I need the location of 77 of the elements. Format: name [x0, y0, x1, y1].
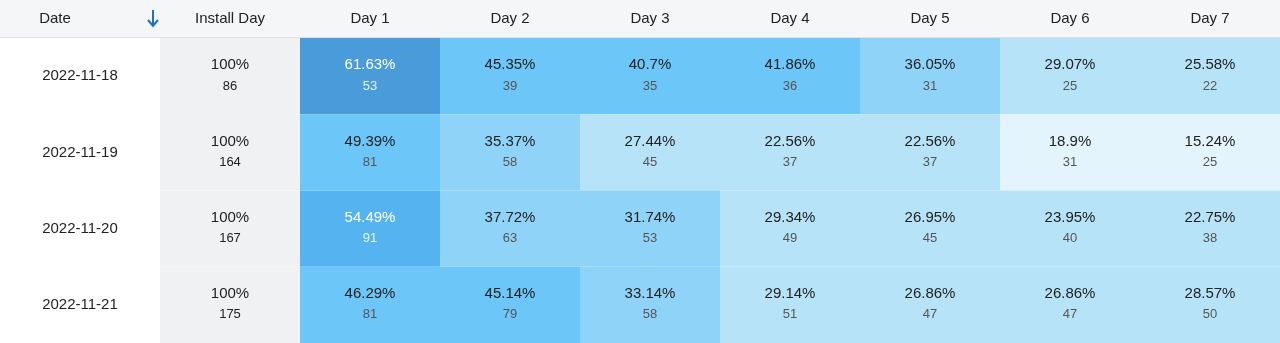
data-label: 100%: [210, 55, 250, 73]
data-label: 23.95%: [1044, 207, 1096, 225]
annotation: 53: [642, 230, 658, 246]
annotation: 45: [642, 153, 658, 169]
annotation: 31: [1062, 153, 1078, 169]
data-label: 49.39%: [344, 131, 396, 149]
data-label: 29.34%: [764, 207, 816, 225]
annotation: 38: [1202, 230, 1218, 246]
data-label: 37.72%: [484, 207, 536, 225]
data-label: 100%: [210, 207, 250, 225]
x-tick-label: Day 4: [770, 9, 810, 27]
annotation: 79: [502, 306, 518, 322]
x-tick-label: Day 2: [490, 9, 530, 27]
data-label: 29.14%: [764, 284, 816, 302]
data-label: 31.74%: [624, 207, 676, 225]
x-tick-label: Day 3: [630, 9, 670, 27]
annotation: 45: [922, 230, 938, 246]
data-label: 26.86%: [1044, 284, 1096, 302]
annotation: 51: [782, 306, 798, 322]
data-label: 33.14%: [624, 284, 676, 302]
data-label: 40.7%: [628, 55, 672, 73]
data-label: 46.29%: [344, 284, 396, 302]
y-tick-label: 2022-11-18: [42, 66, 118, 84]
data-label: 54.49%: [344, 207, 396, 225]
data-label: 26.95%: [904, 207, 956, 225]
annotation: 58: [502, 153, 518, 169]
y-tick-label: 2022-11-21: [42, 295, 118, 313]
x-tick-label: Day 7: [1190, 9, 1230, 27]
annotation: 36: [782, 77, 798, 93]
x-tick-label: Day 1: [350, 9, 390, 27]
annotation: 35: [642, 77, 658, 93]
x-tick-label: Day 5: [910, 9, 950, 27]
annotation: 39: [502, 77, 518, 93]
annotation: 81: [362, 306, 378, 322]
annotation: 81: [362, 153, 378, 169]
data-label: 26.86%: [904, 284, 956, 302]
annotation: 37: [782, 153, 798, 169]
data-label: 22.75%: [1184, 207, 1236, 225]
annotation: 31: [922, 77, 938, 93]
annotation: 25: [1202, 153, 1218, 169]
annotation: 49: [782, 230, 798, 246]
annotation: 63: [502, 230, 518, 246]
data-label: 28.57%: [1184, 284, 1236, 302]
annotation: 22: [1202, 77, 1218, 93]
data-label: 100%: [210, 131, 250, 149]
data-label: 45.35%: [484, 55, 536, 73]
annotation: 58: [642, 306, 658, 322]
y-tick-label: 2022-11-20: [42, 218, 118, 236]
data-label: 61.63%: [344, 55, 396, 73]
annotation: 37: [922, 153, 938, 169]
x-tick-label: Install Day: [194, 9, 266, 27]
data-label: 15.24%: [1184, 131, 1236, 149]
annotation: 47: [1062, 306, 1078, 322]
annotation: 47: [922, 306, 938, 322]
annotation: 86: [222, 77, 238, 93]
x-tick-label: Day 6: [1050, 9, 1090, 27]
annotation: 53: [362, 77, 378, 93]
data-label: 45.14%: [484, 284, 536, 302]
data-label: 18.9%: [1048, 131, 1092, 149]
data-label: 29.07%: [1044, 55, 1096, 73]
data-label: 100%: [210, 284, 250, 302]
annotation: 164: [219, 153, 241, 169]
annotation: 50: [1202, 306, 1218, 322]
annotation: 167: [219, 230, 241, 246]
data-label: 25.58%: [1184, 55, 1236, 73]
annotation: 91: [362, 230, 378, 246]
annotation: 175: [219, 306, 241, 322]
annotation: 40: [1062, 230, 1078, 246]
annotation: 25: [1062, 77, 1078, 93]
data-label: 22.56%: [904, 131, 956, 149]
data-label: 35.37%: [484, 131, 536, 149]
data-label: 27.44%: [624, 131, 676, 149]
y-tick-label: 2022-11-19: [42, 142, 118, 160]
data-label: 22.56%: [764, 131, 816, 149]
data-label: 36.05%: [904, 55, 956, 73]
data-label: 41.86%: [764, 55, 816, 73]
y-axis-title: Date: [39, 9, 71, 27]
